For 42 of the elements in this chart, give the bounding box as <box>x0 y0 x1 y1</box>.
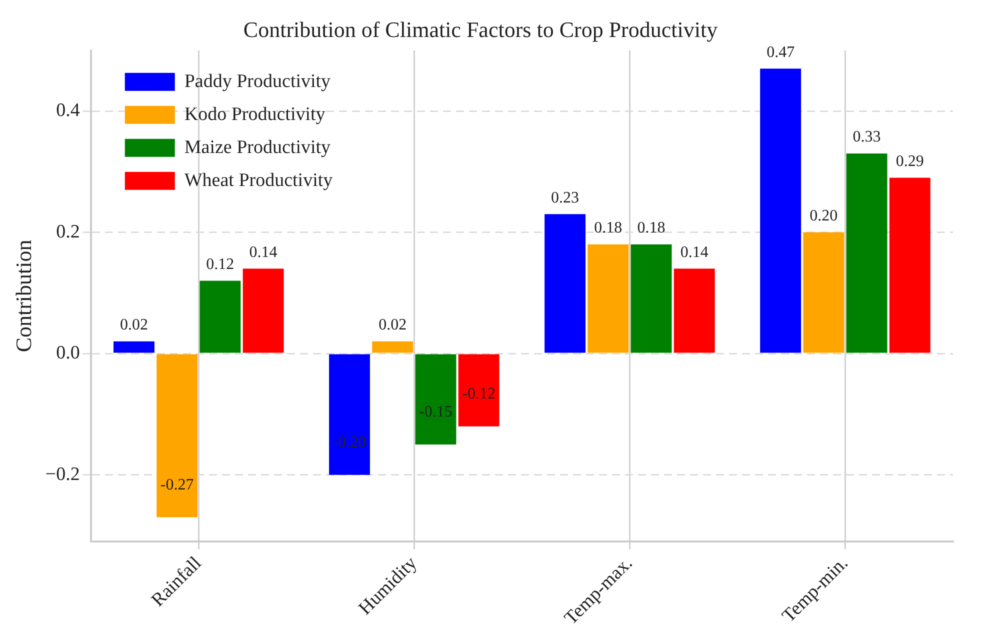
data-label: -0.12 <box>462 386 496 403</box>
legend-label: Paddy Productivity <box>184 70 332 92</box>
bar <box>242 268 284 353</box>
y-tick-label: −0.2 <box>45 464 80 485</box>
legend-label: Maize Productivity <box>184 136 332 158</box>
data-label: 0.23 <box>551 189 580 206</box>
bar <box>156 354 198 518</box>
bar <box>760 68 802 353</box>
bar <box>200 280 241 353</box>
chart-title: Contribution of Climatic Factors to Crop Productivity <box>243 16 718 42</box>
y-tick-label: 0.4 <box>56 100 80 122</box>
bar <box>544 214 586 353</box>
y-axis-title: Contribution <box>10 240 36 352</box>
data-label: 0.02 <box>378 316 407 334</box>
bar <box>415 354 456 445</box>
bar <box>630 244 672 353</box>
legend-label: Wheat Productivity <box>184 170 334 191</box>
bar <box>372 341 414 353</box>
bar <box>889 178 930 353</box>
bar <box>113 341 154 353</box>
bar <box>803 232 844 353</box>
bar <box>588 244 629 353</box>
data-label: 0.14 <box>249 244 278 261</box>
legend-label: Kodo Productivity <box>184 104 326 125</box>
data-label: 0.18 <box>594 220 622 237</box>
data-label: 0.14 <box>680 244 708 261</box>
data-label: 0.29 <box>896 152 924 170</box>
data-label: 0.02 <box>120 316 148 334</box>
data-label: 0.20 <box>810 208 838 224</box>
data-label: 0.47 <box>766 44 795 61</box>
bar <box>329 354 370 475</box>
data-label: 0.12 <box>206 256 234 274</box>
bar <box>458 354 500 426</box>
data-label: 0.33 <box>852 128 881 146</box>
bar <box>846 153 888 353</box>
data-label: 0.18 <box>637 220 666 237</box>
data-label: -0.20 <box>332 434 366 452</box>
y-tick-label: 0.2 <box>56 221 80 242</box>
bar <box>674 268 715 353</box>
y-tick-label: 0.0 <box>56 342 80 364</box>
data-label: -0.27 <box>160 476 194 494</box>
data-label: -0.15 <box>419 404 452 421</box>
